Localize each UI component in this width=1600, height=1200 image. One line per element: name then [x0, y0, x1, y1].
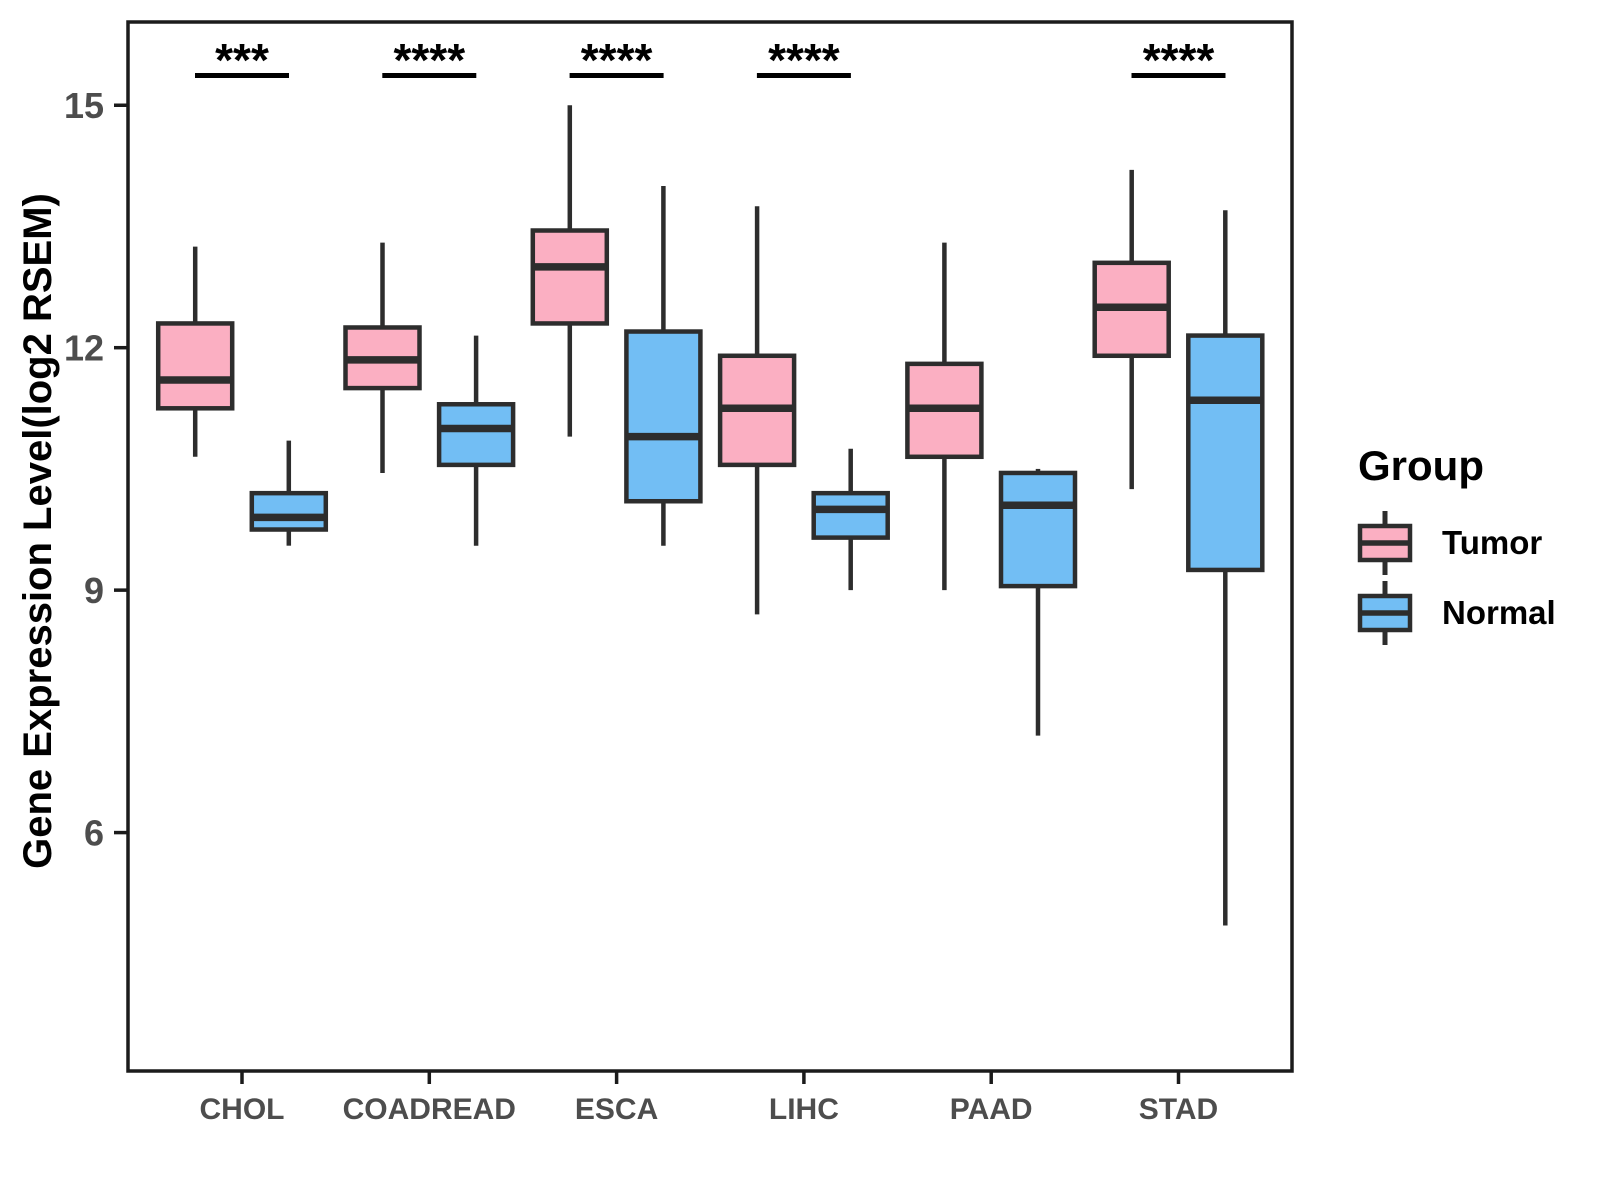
legend-label-tumor: Tumor — [1442, 524, 1543, 561]
significance-stars: *** — [215, 34, 269, 86]
legend-entry-tumor: Tumor — [1356, 508, 1556, 578]
box-normal-stad — [1186, 333, 1265, 573]
box-normal-paad — [998, 470, 1078, 589]
y-axis-tick-label: 9 — [84, 570, 104, 611]
significance-stars: **** — [581, 34, 653, 86]
significance-bar — [756, 73, 851, 78]
y-axis-tick-label: 15 — [64, 85, 104, 126]
box-tumor-esca — [530, 228, 610, 326]
significance-stars: **** — [768, 34, 840, 86]
x-axis-label-chol: CHOL — [200, 1093, 285, 1126]
box-tumor-chol — [155, 321, 235, 411]
y-axis-tick-label: 12 — [64, 328, 104, 369]
x-axis-label-lihc: LIHC — [769, 1093, 839, 1126]
box-normal-esca — [624, 329, 703, 504]
tumor-boxplot-icon — [1357, 511, 1413, 575]
legend-label-normal: Normal — [1442, 594, 1556, 631]
significance-bar — [1131, 73, 1226, 78]
legend-title: Group — [1358, 442, 1484, 489]
significance-bar — [569, 73, 664, 78]
significance-stars: **** — [393, 34, 465, 86]
significance-bar — [382, 73, 477, 78]
significance-stars: **** — [1143, 34, 1215, 86]
normal-boxplot-icon — [1357, 581, 1413, 645]
plot-panel-border — [126, 20, 1294, 1073]
box-normal-coadread — [436, 402, 516, 468]
legend: Group Tumor Normal — [1356, 442, 1556, 648]
x-axis-label-coadread: COADREAD — [343, 1093, 516, 1126]
box-normal-lihc — [811, 490, 890, 540]
x-axis-label-stad: STAD — [1139, 1093, 1218, 1126]
x-axis-label-esca: ESCA — [575, 1093, 658, 1126]
legend-entry-normal: Normal — [1356, 578, 1556, 648]
significance-bar — [195, 73, 289, 78]
y-axis-title: Gene Expression Level(log2 RSEM) — [16, 193, 60, 869]
box-normal-chol — [249, 490, 329, 532]
y-axis-tick-label: 6 — [84, 813, 104, 854]
x-axis-label-paad: PAAD — [950, 1093, 1033, 1126]
